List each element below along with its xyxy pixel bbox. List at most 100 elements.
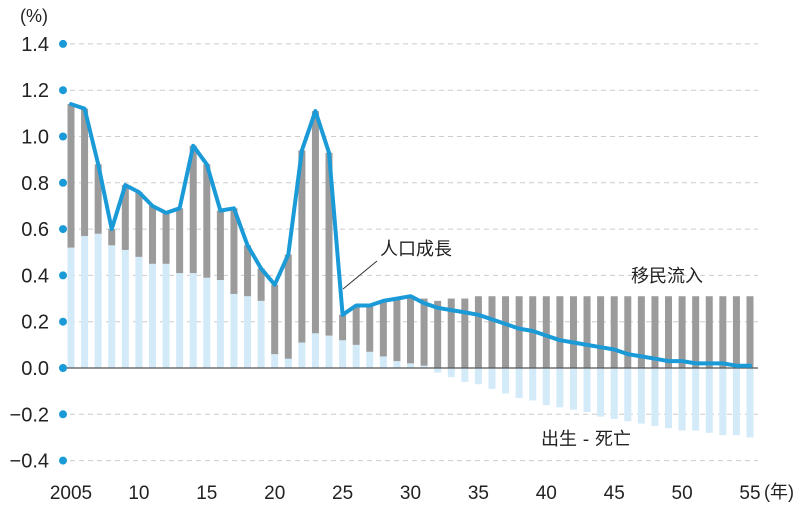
natural-bar bbox=[94, 233, 102, 368]
natural-bar bbox=[542, 368, 550, 406]
y-tick-label: 1.2 bbox=[21, 80, 49, 102]
y-tick-dot bbox=[59, 225, 67, 234]
x-tick-label: 20 bbox=[264, 483, 285, 504]
x-tick-label: 55 bbox=[739, 483, 760, 504]
migration-bar bbox=[162, 212, 170, 264]
migration-bar bbox=[461, 298, 469, 368]
natural-bar bbox=[189, 273, 197, 368]
y-tick-label: −0.4 bbox=[10, 451, 49, 473]
migration-bar bbox=[719, 296, 727, 368]
migration-bar bbox=[569, 296, 577, 368]
natural-bar bbox=[719, 368, 727, 436]
migration-bar bbox=[542, 296, 550, 368]
migration-bar bbox=[583, 296, 591, 368]
migration-bar bbox=[189, 145, 197, 274]
natural-bar bbox=[366, 351, 374, 368]
natural-bar bbox=[746, 368, 754, 438]
y-tick-label: 1.4 bbox=[21, 34, 49, 56]
y-tick-dot bbox=[59, 364, 67, 372]
y-tick-dot bbox=[59, 39, 67, 48]
migration-bar bbox=[665, 296, 673, 368]
natural-bar bbox=[271, 354, 279, 368]
natural-bar bbox=[203, 277, 211, 368]
y-tick-label: 0.0 bbox=[21, 358, 49, 380]
migration-bar bbox=[379, 300, 387, 357]
migration-bars bbox=[67, 104, 754, 368]
migration-bar bbox=[108, 229, 116, 246]
migration-bar bbox=[67, 104, 75, 248]
migration-bar bbox=[298, 150, 306, 343]
natural-bar bbox=[393, 361, 401, 368]
y-tick-dot bbox=[59, 271, 67, 280]
migration-bar bbox=[420, 298, 428, 366]
annotation-migration: 移民流入 bbox=[631, 266, 703, 287]
migration-bar bbox=[121, 185, 129, 250]
x-tick-label: 40 bbox=[536, 483, 557, 504]
migration-bar bbox=[597, 296, 605, 368]
x-tick-label: 50 bbox=[672, 483, 693, 504]
migration-bar bbox=[651, 296, 659, 368]
migration-bar bbox=[515, 296, 523, 368]
natural-bar bbox=[216, 280, 224, 368]
natural-bar bbox=[488, 368, 496, 389]
natural-bar bbox=[325, 335, 333, 368]
x-axis: 2005 10 15 20 25 30 35 40 45 50 55 bbox=[50, 483, 761, 504]
migration-bar bbox=[732, 296, 740, 368]
migration-bar bbox=[556, 296, 564, 368]
y-tick-label: −0.2 bbox=[10, 404, 49, 426]
migration-bar bbox=[447, 298, 455, 368]
natural-bar bbox=[244, 296, 252, 368]
migration-bar bbox=[271, 284, 279, 355]
natural-bar bbox=[474, 368, 482, 385]
migration-bar bbox=[366, 305, 374, 352]
natural-bar bbox=[556, 368, 564, 408]
annotation-natural-change: 出生 - 死亡 bbox=[541, 429, 631, 450]
migration-bar bbox=[502, 296, 510, 368]
migration-bar bbox=[488, 296, 496, 368]
natural-bar bbox=[257, 300, 265, 368]
migration-bar bbox=[678, 296, 686, 368]
natural-bar bbox=[624, 368, 632, 422]
natural-bar bbox=[732, 368, 740, 436]
migration-bar bbox=[746, 296, 754, 368]
migration-bar bbox=[325, 152, 333, 336]
natural-bar bbox=[651, 368, 659, 426]
natural-bar bbox=[311, 333, 319, 368]
y-tick-label: 0.4 bbox=[21, 265, 49, 287]
y-tick-label: 1.0 bbox=[21, 127, 49, 149]
natural-bar bbox=[583, 368, 591, 412]
migration-bar bbox=[284, 254, 292, 359]
x-tick-label: 30 bbox=[400, 483, 421, 504]
natural-bar bbox=[121, 249, 129, 368]
natural-bar bbox=[597, 368, 605, 417]
migration-bar bbox=[407, 296, 414, 364]
x-tick-label: 25 bbox=[332, 483, 353, 504]
natural-bar bbox=[176, 273, 184, 368]
natural-bar bbox=[529, 368, 537, 401]
growth-leader-line bbox=[342, 260, 378, 290]
x-axis-unit: (年) bbox=[764, 482, 794, 502]
migration-bar bbox=[352, 305, 360, 345]
migration-bar bbox=[230, 208, 238, 294]
natural-bar bbox=[230, 293, 238, 368]
y-tick-dot bbox=[59, 178, 67, 187]
natural-bar bbox=[407, 363, 414, 368]
natural-bar bbox=[502, 368, 510, 394]
y-tick-dot bbox=[59, 317, 67, 326]
natural-bar bbox=[284, 358, 292, 368]
migration-bar bbox=[692, 296, 700, 368]
population-growth-line bbox=[69, 102, 752, 368]
migration-bar bbox=[311, 111, 319, 334]
migration-bar bbox=[339, 314, 347, 341]
migration-bar bbox=[244, 245, 252, 297]
migration-bar bbox=[434, 300, 442, 368]
x-tick-label: 35 bbox=[468, 483, 489, 504]
y-tick-label: 0.8 bbox=[21, 173, 49, 195]
natural-bar bbox=[339, 340, 347, 368]
natural-bar bbox=[705, 368, 713, 433]
natural-bar bbox=[420, 365, 428, 368]
x-tick-label: 15 bbox=[196, 483, 217, 504]
natural-bar bbox=[692, 368, 700, 431]
natural-bar bbox=[81, 236, 89, 368]
natural-bar bbox=[678, 368, 686, 431]
